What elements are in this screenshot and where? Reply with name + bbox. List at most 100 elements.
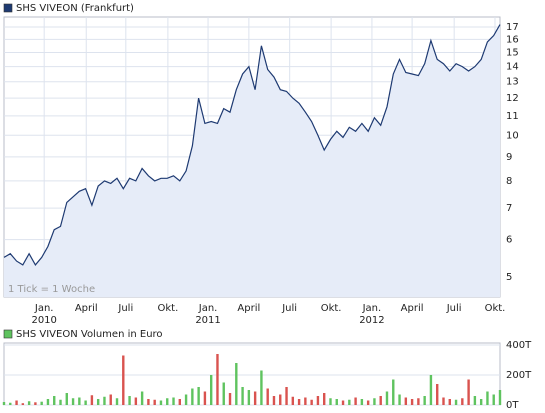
volume-bar bbox=[21, 403, 25, 405]
x-year-label: 2012 bbox=[359, 315, 384, 326]
volume-bar bbox=[272, 396, 276, 405]
volume-bar bbox=[115, 398, 119, 405]
volume-bar bbox=[159, 400, 163, 405]
volume-bar bbox=[479, 399, 483, 405]
volume-bar bbox=[279, 394, 282, 405]
y-tick-label: 200T bbox=[506, 370, 532, 381]
volume-bar bbox=[128, 396, 131, 405]
legend-swatch bbox=[3, 3, 13, 13]
volume-bar bbox=[203, 391, 207, 405]
x-year-label: 2011 bbox=[195, 315, 220, 326]
y-tick-label: 10 bbox=[506, 130, 519, 141]
x-tick-label: April bbox=[401, 303, 424, 314]
y-tick-label: 12 bbox=[506, 93, 519, 104]
x-tick-label: Jan. bbox=[34, 303, 54, 314]
x-tick-label: Okt. bbox=[157, 303, 178, 314]
x-tick-label: April bbox=[75, 303, 98, 314]
x-tick-label: Juli bbox=[117, 303, 133, 314]
volume-bar bbox=[15, 400, 18, 405]
x-tick-label: Okt. bbox=[321, 303, 342, 314]
y-tick-label: 17 bbox=[506, 22, 519, 33]
y-tick-label: 6 bbox=[506, 235, 512, 246]
volume-bar bbox=[241, 387, 244, 405]
volume-bar bbox=[40, 401, 43, 405]
y-tick-label: 15 bbox=[506, 48, 519, 59]
volume-bar bbox=[291, 396, 295, 405]
volume-bar bbox=[316, 396, 320, 405]
volume-bar bbox=[96, 399, 100, 405]
volume-bar bbox=[285, 387, 288, 405]
volume-bar bbox=[27, 401, 31, 405]
volume-bar bbox=[429, 375, 433, 405]
volume-bar bbox=[184, 394, 188, 405]
volume-bar bbox=[398, 394, 401, 405]
volume-bar bbox=[172, 397, 175, 405]
y-tick-label: 8 bbox=[506, 176, 512, 187]
volume-bar bbox=[354, 397, 357, 405]
volume-bar bbox=[84, 400, 87, 405]
volume-bar bbox=[423, 396, 426, 405]
volume-bar bbox=[34, 402, 37, 405]
volume-bar bbox=[467, 379, 470, 405]
y-tick-label: 9 bbox=[506, 152, 512, 163]
y-tick-label: 14 bbox=[506, 62, 519, 73]
x-year-label: 2010 bbox=[31, 315, 56, 326]
volume-bar bbox=[109, 394, 112, 405]
volume-bar bbox=[266, 388, 269, 405]
volume-bar bbox=[71, 398, 75, 405]
legend-swatch bbox=[3, 329, 13, 339]
volume-bar bbox=[498, 390, 502, 405]
y-tick-label: 400T bbox=[506, 340, 532, 351]
volume-bar bbox=[197, 387, 200, 405]
y-tick-label: 13 bbox=[506, 77, 519, 88]
plot-frame bbox=[3, 342, 501, 406]
price-line bbox=[3, 24, 501, 266]
volume-bar bbox=[147, 399, 150, 405]
volume-bar bbox=[53, 396, 56, 405]
volume-bar bbox=[228, 393, 232, 405]
x-tick-label: Juli bbox=[446, 303, 462, 314]
x-tick-label: April bbox=[237, 303, 260, 314]
volume-bar bbox=[222, 382, 225, 405]
legend-label: SHS VIVEON (Frankfurt) bbox=[16, 3, 134, 14]
volume-bar bbox=[323, 393, 326, 405]
volume-bar bbox=[134, 397, 138, 405]
x-tick-label: Okt. bbox=[485, 303, 506, 314]
volume-bar bbox=[103, 396, 106, 405]
volume-bar bbox=[260, 370, 263, 405]
volume-bar bbox=[366, 400, 370, 405]
x-tick-label: Jan. bbox=[362, 303, 382, 314]
volume-bar bbox=[153, 399, 156, 405]
volume-bar bbox=[417, 398, 420, 405]
volume-bar bbox=[392, 379, 395, 405]
volume-bar bbox=[486, 391, 489, 405]
volume-bar bbox=[379, 396, 382, 405]
volume-bar bbox=[373, 398, 376, 405]
volume-bar bbox=[191, 388, 194, 405]
volume-bar bbox=[492, 394, 495, 405]
volume-bar bbox=[253, 391, 257, 405]
volume-bar bbox=[410, 399, 414, 405]
volume-bar bbox=[2, 402, 6, 405]
volume-bar bbox=[46, 399, 50, 405]
volume-bar bbox=[448, 399, 451, 405]
y-tick-label: 5 bbox=[506, 272, 512, 283]
volume-bar bbox=[297, 399, 301, 405]
volume-bar bbox=[310, 399, 313, 405]
volume-bar bbox=[360, 399, 364, 405]
annotation: 1 Tick = 1 Woche bbox=[8, 284, 95, 295]
volume-bar bbox=[348, 399, 351, 405]
legend-label: SHS VIVEON Volumen in Euro bbox=[16, 329, 163, 340]
volume-bar bbox=[335, 399, 338, 405]
volume-bar bbox=[436, 384, 439, 405]
area bbox=[4, 24, 500, 297]
volume-bar bbox=[209, 375, 213, 405]
volume-bar bbox=[90, 395, 94, 405]
x-tick-label: Jan. bbox=[198, 303, 218, 314]
x-tick-label: Juli bbox=[281, 303, 297, 314]
volume-bar bbox=[442, 397, 445, 405]
volume-bar bbox=[404, 397, 408, 405]
volume-bar bbox=[385, 391, 389, 405]
y-tick-label: 7 bbox=[506, 203, 512, 214]
